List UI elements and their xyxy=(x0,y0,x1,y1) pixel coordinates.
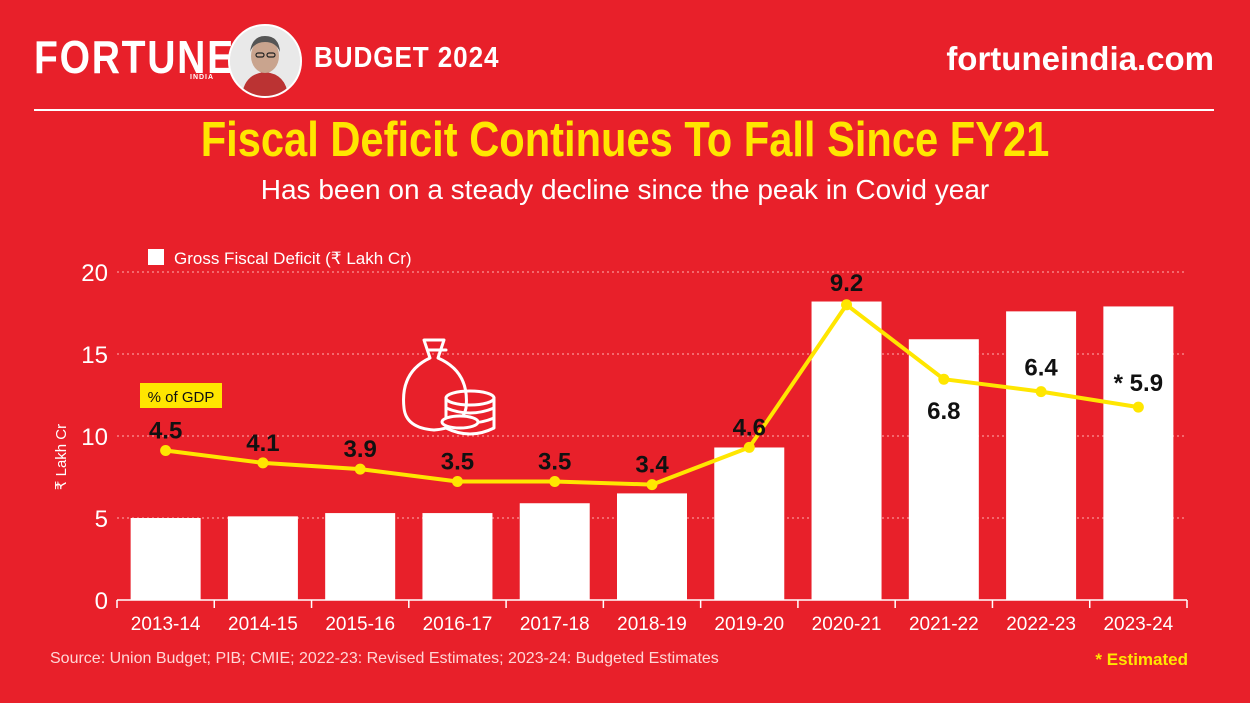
gdp-value-label: 4.1 xyxy=(246,430,279,457)
x-tick-label: 2013-14 xyxy=(131,614,201,635)
bar xyxy=(325,513,396,600)
point-labels: 4.5 4.1 3.9 3.5 3.5 3.4 4.6 9.2 6.8 6.4 * 5.9 xyxy=(149,270,1163,479)
x-tick-label: 2015-16 xyxy=(325,614,395,635)
y-tick-label: 5 xyxy=(95,506,108,533)
chart-subtitle: Has been on a steady decline since the p… xyxy=(260,174,990,205)
y-ticks: 0 5 10 15 20 xyxy=(81,260,108,615)
gdp-value-label: 3.5 xyxy=(538,449,571,476)
gdp-point xyxy=(160,445,172,456)
gdp-tag: % of GDP xyxy=(140,383,222,408)
gdp-point xyxy=(451,476,463,487)
gdp-value-label: 3.4 xyxy=(635,452,669,479)
bar xyxy=(1103,306,1174,600)
bar xyxy=(227,516,298,600)
x-tick-label: 2023-24 xyxy=(1103,614,1173,635)
estimated-note: * Estimated xyxy=(1095,650,1188,669)
bar xyxy=(811,301,882,600)
legend: Gross Fiscal Deficit (₹ Lakh Cr) xyxy=(148,249,412,268)
x-tick-label: 2017-18 xyxy=(520,614,590,635)
x-tick-label: 2014-15 xyxy=(228,614,298,635)
money-bag-coins-icon xyxy=(402,338,496,436)
gdp-value-label: 9.2 xyxy=(830,270,863,297)
y-tick-label: 15 xyxy=(81,342,108,369)
gdp-point xyxy=(257,457,269,469)
person-portrait xyxy=(228,24,302,98)
bar xyxy=(1006,311,1077,600)
gdp-line xyxy=(160,299,1144,491)
header: FORTUNE INDIA BUDGET 2024 fortuneindia.c… xyxy=(0,0,1250,111)
brand-logo: FORTUNE xyxy=(34,31,235,83)
gdp-value-label: 4.6 xyxy=(733,414,766,441)
y-tick-label: 20 xyxy=(81,260,108,287)
gdp-value-label: 6.4 xyxy=(1024,355,1058,382)
bar xyxy=(617,493,687,600)
gdp-point xyxy=(841,299,853,311)
legend-swatch-bar xyxy=(148,249,164,265)
gdp-point xyxy=(549,476,561,487)
gdp-value-label: 3.5 xyxy=(441,449,474,476)
gdp-point xyxy=(646,479,658,491)
y-tick-label: 10 xyxy=(81,424,108,451)
gdp-point xyxy=(1132,401,1144,413)
x-tick-label: 2016-17 xyxy=(423,614,493,635)
y-tick-label: 0 xyxy=(95,588,108,615)
site-link[interactable]: fortuneindia.com xyxy=(946,40,1214,77)
gdp-point xyxy=(938,373,950,385)
y-axis-label: ₹ Lakh Cr xyxy=(53,424,70,490)
x-tick-label: 2019-20 xyxy=(714,614,784,635)
bar xyxy=(130,518,201,600)
legend-label-bar: Gross Fiscal Deficit (₹ Lakh Cr) xyxy=(174,249,412,268)
gdp-value-label: * 5.9 xyxy=(1114,370,1163,397)
brand-sub: INDIA xyxy=(190,74,215,81)
x-tick-label: 2018-19 xyxy=(617,614,687,635)
bars xyxy=(130,301,1174,600)
budget-label: BUDGET 2024 xyxy=(314,42,500,74)
gdp-value-label: 6.8 xyxy=(927,398,960,425)
x-tick-label: 2021-22 xyxy=(909,614,979,635)
gdp-point xyxy=(743,441,755,453)
x-axis: 2013-14 2014-15 2015-16 2016-17 2017-18 2018-… xyxy=(116,599,1188,635)
header-divider xyxy=(34,109,1214,111)
gdp-point xyxy=(1035,386,1047,398)
gdp-tag-label: % of GDP xyxy=(148,389,215,406)
chart-title: Fiscal Deficit Continues To Fall Since F… xyxy=(200,113,1050,167)
bar xyxy=(714,447,785,600)
gdp-point xyxy=(354,463,366,475)
gdp-value-label: 3.9 xyxy=(343,436,376,463)
bar xyxy=(519,503,590,600)
gdp-value-label: 4.5 xyxy=(149,418,182,445)
source-note: Source: Union Budget; PIB; CMIE; 2022-23… xyxy=(50,650,719,667)
x-tick-label: 2020-21 xyxy=(812,614,882,635)
x-tick-label: 2022-23 xyxy=(1006,614,1076,635)
bar xyxy=(422,513,493,600)
